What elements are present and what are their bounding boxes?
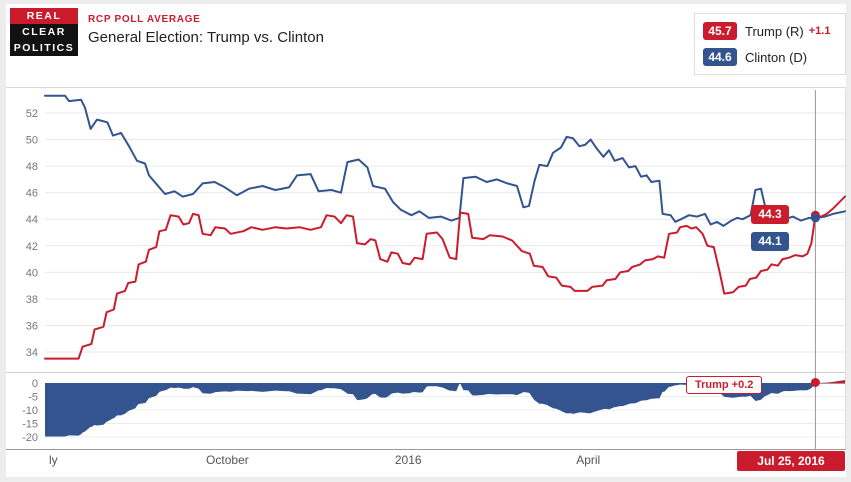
spread-tick-label: -20 <box>22 432 38 444</box>
legend-item-clinton[interactable]: 44.6 Clinton (D) <box>703 47 837 67</box>
poll-average-kicker: RCP POLL AVERAGE <box>88 14 201 25</box>
y-tick-label: 48 <box>26 161 38 173</box>
clinton-value-badge: 44.1 <box>751 232 789 251</box>
logo-politics-text: POLITICS <box>10 40 78 56</box>
crosshair-dot-clinton <box>810 213 820 223</box>
y-tick-label: 38 <box>26 294 38 306</box>
spread-area-clinton-lead <box>45 383 845 437</box>
rcp-logo[interactable]: REAL CLEAR POLITICS <box>10 8 78 56</box>
clinton-average-badge: 44.6 <box>703 48 737 66</box>
x-tick-label: ly <box>49 453 58 467</box>
legend: 45.7 Trump (R) +1.1 44.6 Clinton (D) <box>694 13 846 75</box>
spread-value-badge: Trump +0.2 <box>686 376 763 394</box>
header: REAL CLEAR POLITICS RCP POLL AVERAGE Gen… <box>0 0 851 88</box>
y-tick-label: 44 <box>26 214 38 226</box>
y-tick-label: 42 <box>26 241 38 253</box>
trump-legend-label: Trump (R) <box>745 23 804 39</box>
crosshair-date-badge: Jul 25, 2016 <box>737 451 845 471</box>
legend-item-trump[interactable]: 45.7 Trump (R) +1.1 <box>703 21 837 41</box>
trump-value-badge: 44.3 <box>751 205 789 224</box>
spread-tick-label: -10 <box>22 405 38 417</box>
y-tick-label: 40 <box>26 267 38 279</box>
page-edge <box>0 0 851 4</box>
logo-clear-text: CLEAR <box>10 24 78 40</box>
x-tick-label: October <box>206 453 249 467</box>
logo-real-text: REAL <box>10 8 78 24</box>
y-tick-label: 46 <box>26 188 38 200</box>
trump-line <box>44 195 846 360</box>
trump-average-badge: 45.7 <box>703 22 737 40</box>
y-tick-label: 50 <box>26 135 38 147</box>
spread-tick-label: -5 <box>28 392 38 404</box>
y-tick-label: 36 <box>26 320 38 332</box>
x-tick-label: 2016 <box>395 453 422 467</box>
page-edge <box>0 0 6 482</box>
y-tick-label: 34 <box>26 347 38 359</box>
page-edge <box>846 0 851 482</box>
spread-tick-label: -15 <box>22 419 38 431</box>
trump-change-value: +1.1 <box>808 25 831 37</box>
crosshair-dot-spread <box>810 377 820 387</box>
clinton-legend-label: Clinton (D) <box>745 49 808 65</box>
x-tick-label: April <box>576 453 600 467</box>
spread-tick-label: 0 <box>32 378 38 390</box>
y-tick-label: 52 <box>26 108 38 120</box>
page-edge <box>0 477 851 482</box>
clinton-line <box>44 94 846 227</box>
page-title: General Election: Trump vs. Clinton <box>88 29 324 46</box>
